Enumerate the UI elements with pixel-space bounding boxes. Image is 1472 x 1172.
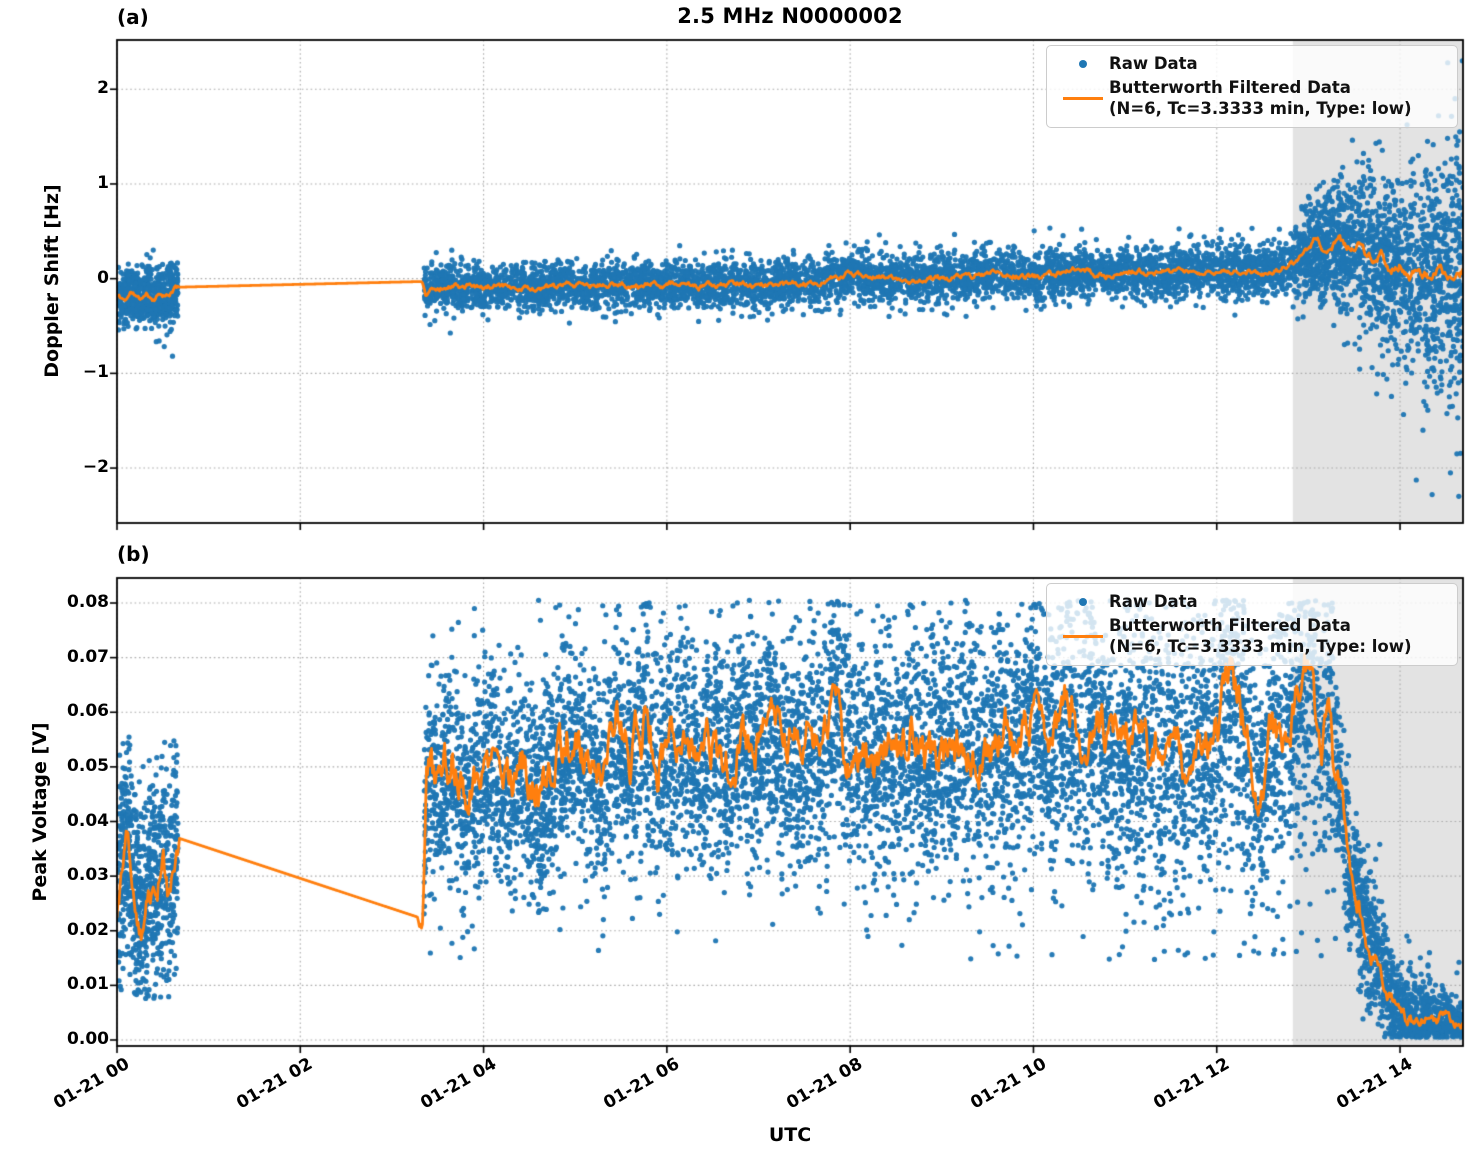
y-tick-label: −1	[82, 362, 109, 383]
y-tick-label: 0	[97, 267, 109, 288]
legend-filtered-label: Butterworth Filtered Data (N=6, Tc=3.333…	[1109, 616, 1412, 657]
legend-raw-label: Raw Data	[1109, 54, 1198, 73]
panel-b-label: (b)	[117, 542, 150, 566]
legend-entry-raw: Raw Data	[1057, 591, 1447, 612]
raw-data-marker-icon	[1057, 597, 1109, 606]
y-tick-label: 1	[97, 172, 109, 193]
legend-raw-label: Raw Data	[1109, 592, 1198, 611]
y-tick-label: 2	[97, 78, 109, 99]
y-tick-label: −2	[82, 457, 109, 478]
filtered-line-icon	[1057, 96, 1109, 100]
legend-panel-a: Raw Data Butterworth Filtered Data (N=6,…	[1046, 45, 1458, 129]
filtered-line-icon	[1057, 634, 1109, 638]
legend-panel-b: Raw Data Butterworth Filtered Data (N=6,…	[1046, 583, 1458, 667]
y-tick-label: 0.08	[67, 592, 109, 613]
y-tick-label: 0.03	[67, 865, 109, 886]
y-tick-label: 0.07	[67, 646, 109, 667]
x-axis-label: UTC	[768, 1124, 812, 1146]
y-tick-label: 0.02	[67, 919, 109, 940]
y-tick-label: 0.05	[67, 755, 109, 776]
legend-entry-filtered: Butterworth Filtered Data (N=6, Tc=3.333…	[1057, 615, 1447, 657]
legend-entry-raw: Raw Data	[1057, 53, 1447, 74]
legend-entry-filtered: Butterworth Filtered Data (N=6, Tc=3.333…	[1057, 77, 1447, 119]
y-tick-label: 0.01	[67, 974, 109, 995]
y-tick-label: 0.06	[67, 701, 109, 722]
legend-filtered-label: Butterworth Filtered Data (N=6, Tc=3.333…	[1109, 78, 1412, 119]
y-tick-label: 0.04	[67, 810, 109, 831]
raw-data-marker-icon	[1057, 59, 1109, 68]
panel-a-label: (a)	[117, 5, 149, 29]
y-tick-label: 0.00	[67, 1028, 109, 1049]
figure-title: 2.5 MHz N0000002	[677, 4, 903, 28]
